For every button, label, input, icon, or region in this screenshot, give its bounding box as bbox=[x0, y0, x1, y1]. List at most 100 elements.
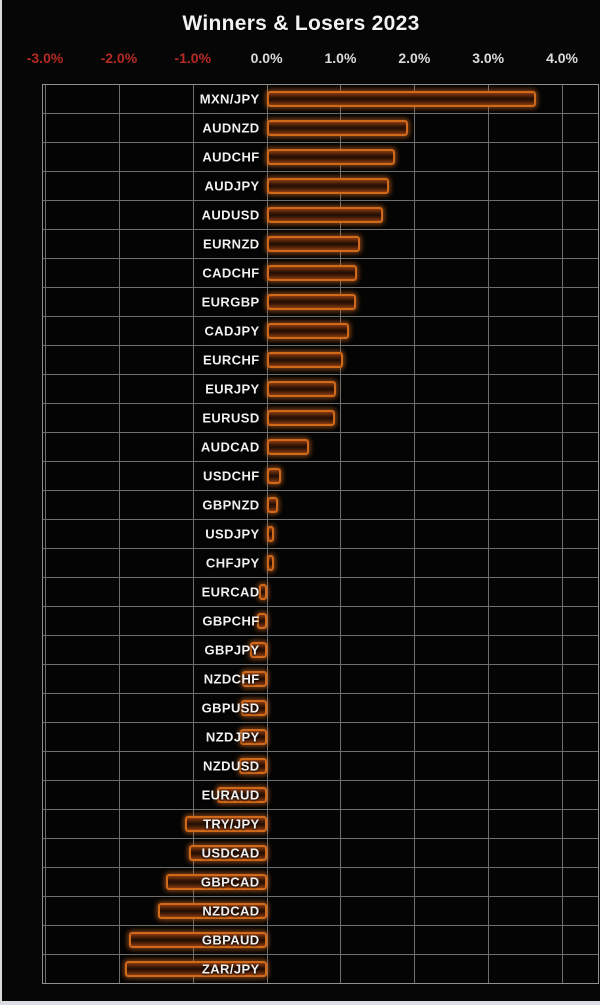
bar-row: MXN/JPY bbox=[43, 85, 598, 114]
bar-label: EURCAD bbox=[201, 584, 260, 600]
bar-label: EURJPY bbox=[205, 381, 260, 397]
x-tick-label: -1.0% bbox=[174, 50, 212, 66]
bar-row: EURNZD bbox=[43, 230, 598, 259]
bar bbox=[266, 410, 336, 426]
bar-label: TRY/JPY bbox=[203, 816, 260, 832]
bar-label: GBPJPY bbox=[204, 642, 260, 658]
bar-label: GBPAUD bbox=[201, 932, 260, 948]
bar-rows: MXN/JPY AUDNZD AUDCHF AUDJPY AUDUSD EURNZD CAD… bbox=[43, 85, 598, 983]
bar-row: EURCHF bbox=[43, 346, 598, 375]
bar-row: AUDCAD bbox=[43, 433, 598, 462]
bar-label: AUDCAD bbox=[200, 439, 260, 455]
bar bbox=[266, 207, 384, 223]
x-tick-label: -2.0% bbox=[100, 50, 138, 66]
bar-row: NZDCAD bbox=[43, 897, 598, 926]
bar-label: ZAR/JPY bbox=[201, 961, 260, 977]
bar-label: EURGBP bbox=[201, 294, 260, 310]
bar-row: USDCHF bbox=[43, 462, 598, 491]
bar-row: AUDCHF bbox=[43, 143, 598, 172]
bar bbox=[266, 236, 360, 252]
bar-row: GBPUSD bbox=[43, 694, 598, 723]
bar-label: AUDNZD bbox=[202, 120, 260, 136]
bar-row: CADJPY bbox=[43, 317, 598, 346]
x-tick-label: 3.0% bbox=[472, 50, 505, 66]
vertical-gridline bbox=[414, 85, 416, 983]
bar-row: GBPCAD bbox=[43, 868, 598, 897]
x-tick-label: 4.0% bbox=[546, 50, 578, 66]
bar-label: EURNZD bbox=[203, 236, 260, 252]
bar-row: AUDJPY bbox=[43, 172, 598, 201]
bar-row: AUDNZD bbox=[43, 114, 598, 143]
vertical-gridline bbox=[118, 85, 120, 983]
bar-label: NZDJPY bbox=[205, 729, 260, 745]
bar-row: EURCAD bbox=[43, 578, 598, 607]
x-tick-label: 1.0% bbox=[324, 50, 357, 66]
x-tick-label: -3.0% bbox=[26, 50, 64, 66]
bar bbox=[217, 787, 267, 803]
bar-row: USDCAD bbox=[43, 839, 598, 868]
x-tick-label: 0.0% bbox=[250, 50, 283, 66]
bar-label: EURAUD bbox=[201, 787, 260, 803]
bar-row: EURAUD bbox=[43, 781, 598, 810]
bar bbox=[166, 874, 267, 890]
bar bbox=[129, 932, 267, 948]
vertical-gridline bbox=[562, 85, 564, 983]
vertical-gridline bbox=[340, 85, 342, 983]
bar-row: EURUSD bbox=[43, 404, 598, 433]
bar bbox=[189, 845, 267, 861]
vertical-gridline bbox=[192, 85, 194, 983]
x-tick-label: 2.0% bbox=[398, 50, 431, 66]
chart-title: Winners & Losers 2023 bbox=[182, 12, 420, 35]
bar bbox=[238, 758, 267, 774]
bar-label: EURUSD bbox=[202, 410, 260, 426]
bar bbox=[266, 178, 390, 194]
bar-label: AUDCHF bbox=[202, 149, 260, 165]
bar bbox=[185, 816, 267, 832]
bar-row: NZDCHF bbox=[43, 665, 598, 694]
bar-label: GBPUSD bbox=[201, 700, 260, 716]
bar-row: GBPAUD bbox=[43, 926, 598, 955]
bar-label: NZDUSD bbox=[203, 758, 260, 774]
bar bbox=[266, 381, 337, 397]
bar bbox=[266, 120, 409, 136]
vertical-gridline bbox=[488, 85, 490, 983]
bar bbox=[256, 613, 267, 629]
bar-label: NZDCAD bbox=[202, 903, 260, 919]
bar-label: CADCHF bbox=[202, 265, 260, 281]
bar bbox=[266, 91, 537, 107]
bar bbox=[266, 497, 279, 513]
bar-row: TRY/JPY bbox=[43, 810, 598, 839]
bar bbox=[266, 526, 274, 542]
bar-label: USDCAD bbox=[201, 845, 260, 861]
bar bbox=[242, 671, 267, 687]
bar bbox=[250, 642, 267, 658]
x-axis: -3.0% -2.0% -1.0% 0.0% 1.0% 2.0% 3.0% 4.0% bbox=[2, 50, 600, 68]
bar bbox=[266, 149, 396, 165]
bar-label: MXN/JPY bbox=[199, 91, 260, 107]
bar-label: NZDCHF bbox=[203, 671, 260, 687]
bar-row: NZDUSD bbox=[43, 752, 598, 781]
bar-label: EURCHF bbox=[203, 352, 260, 368]
bar-label: AUDJPY bbox=[204, 178, 260, 194]
bar bbox=[266, 323, 350, 339]
bar-label: CHFJPY bbox=[205, 555, 260, 571]
bar bbox=[266, 468, 282, 484]
bar-label: AUDUSD bbox=[201, 207, 260, 223]
bar-row: NZDJPY bbox=[43, 723, 598, 752]
bar-row: AUDUSD bbox=[43, 201, 598, 230]
bar-label: GBPNZD bbox=[202, 497, 260, 513]
bar bbox=[266, 555, 274, 571]
bar-row: EURGBP bbox=[43, 288, 598, 317]
bar-row: GBPNZD bbox=[43, 491, 598, 520]
bar bbox=[266, 439, 309, 455]
plot-area: MXN/JPY AUDNZD AUDCHF AUDJPY AUDUSD EURNZD CAD… bbox=[42, 84, 599, 984]
bar-row: CHFJPY bbox=[43, 549, 598, 578]
bar bbox=[240, 700, 267, 716]
bar bbox=[158, 903, 267, 919]
bar-row: USDJPY bbox=[43, 520, 598, 549]
bar-row: ZAR/JPY bbox=[43, 955, 598, 983]
bar-label: CADJPY bbox=[204, 323, 260, 339]
bar-row: GBPCHF bbox=[43, 607, 598, 636]
bar-row: CADCHF bbox=[43, 259, 598, 288]
bar-label: USDJPY bbox=[205, 526, 260, 542]
